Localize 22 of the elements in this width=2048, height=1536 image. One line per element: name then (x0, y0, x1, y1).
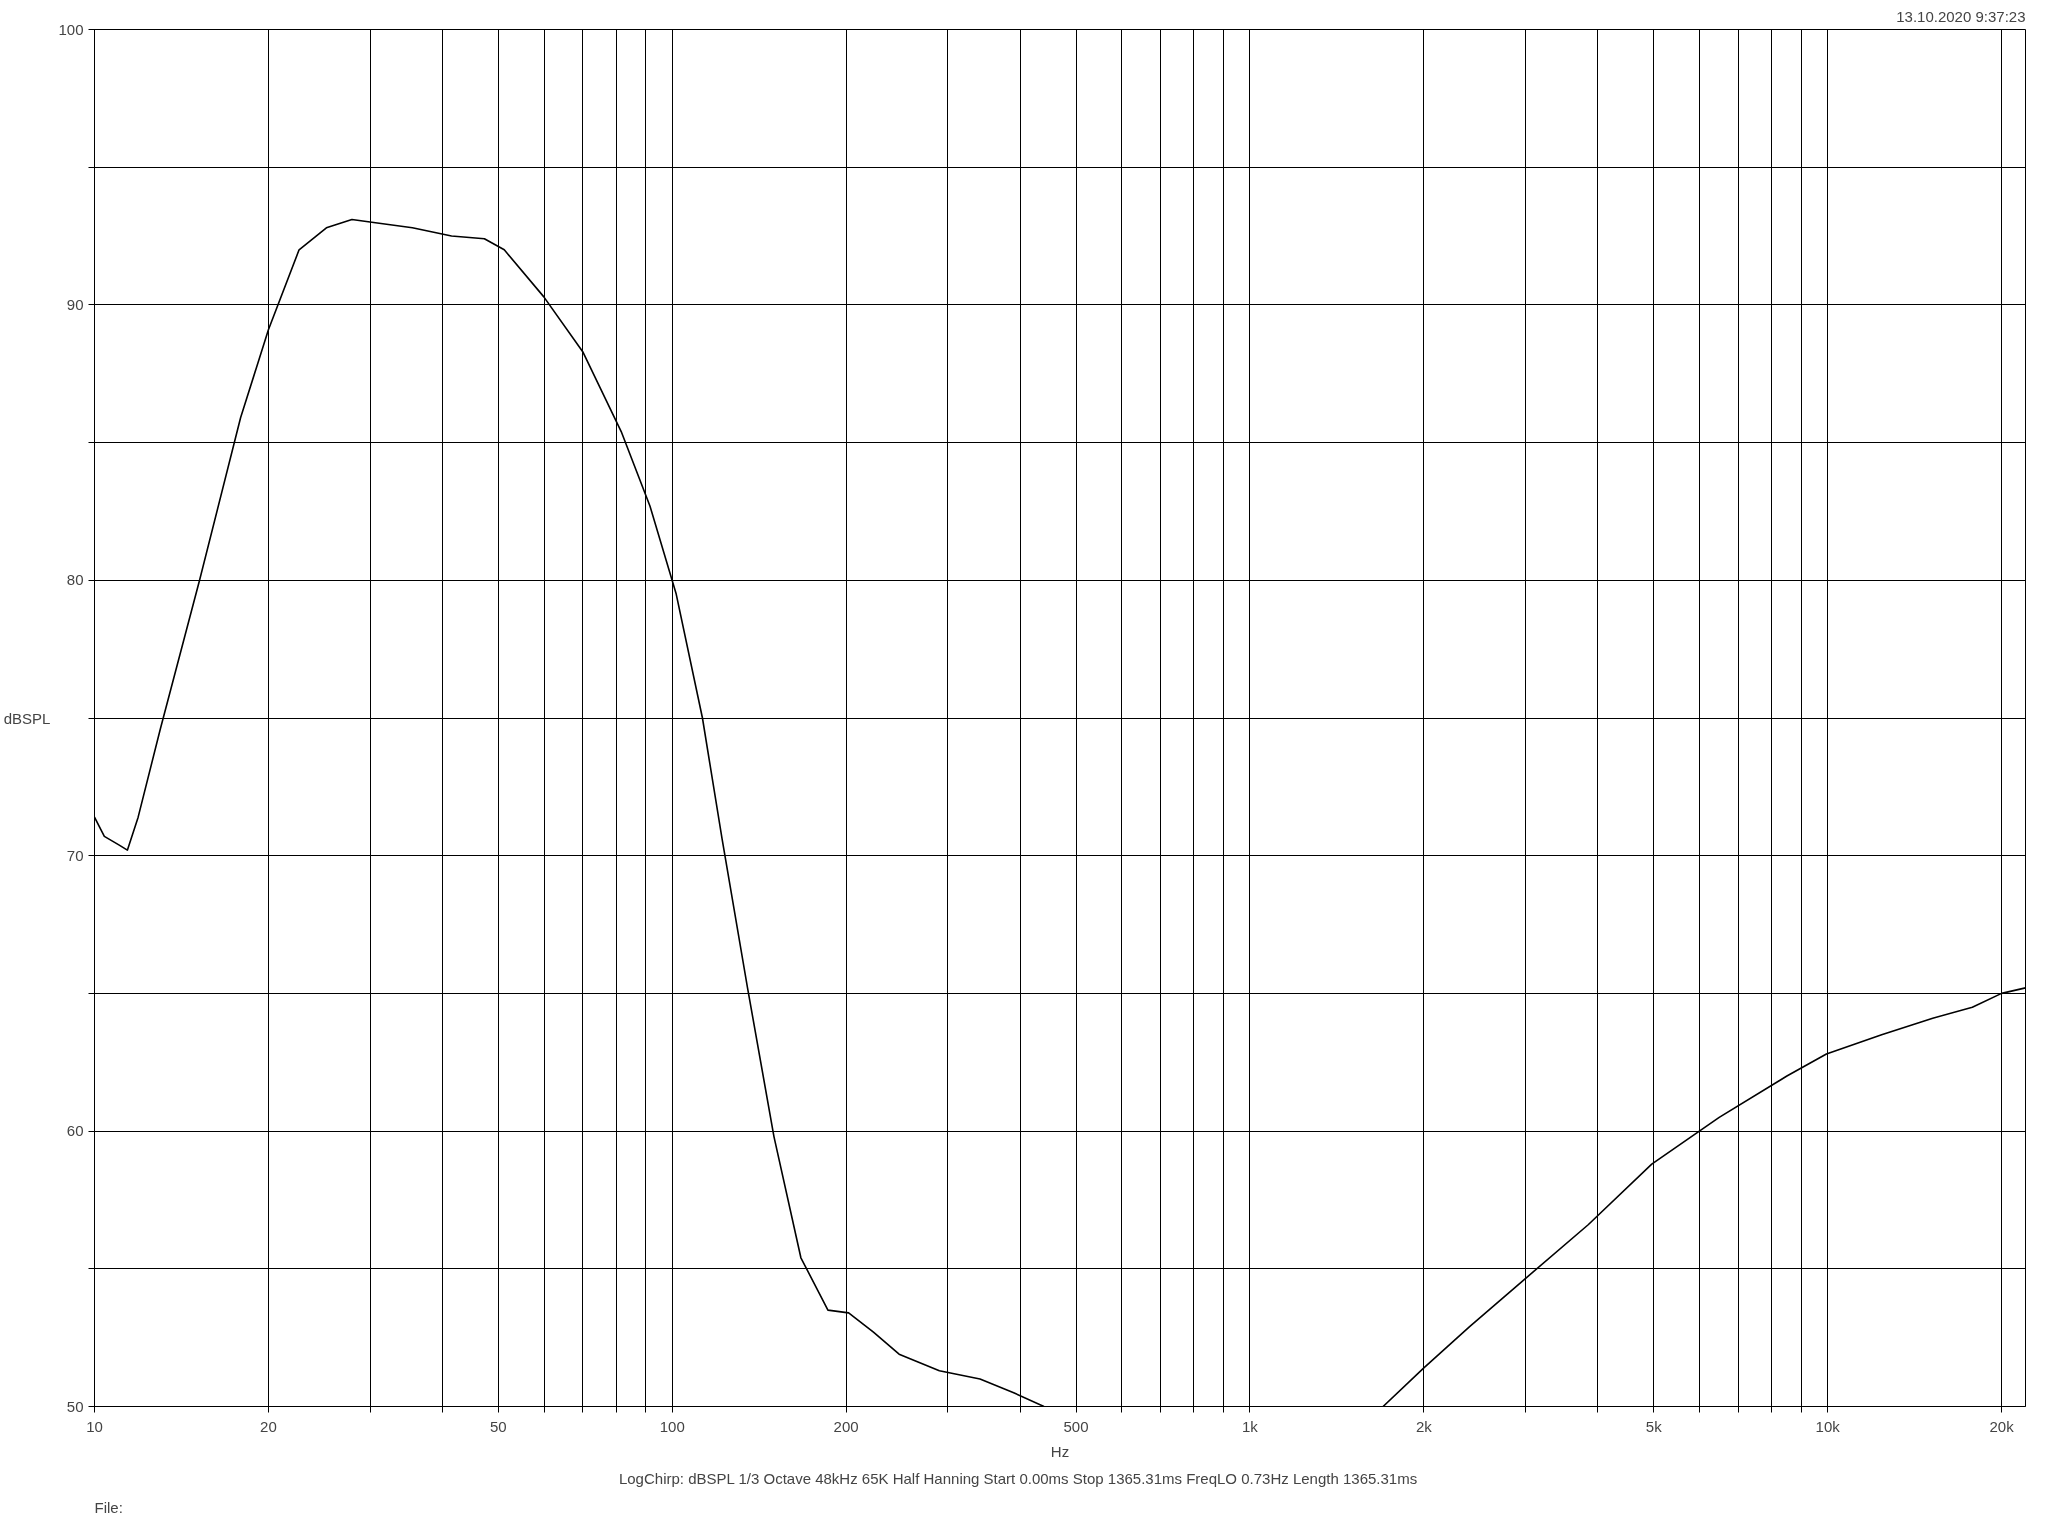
x-tick-label: 2k (1415, 1417, 1433, 1435)
x-tick-label: 10 (86, 1417, 103, 1435)
x-tick-label: 20k (1989, 1417, 2015, 1435)
y-axis-title: dBSPL (3, 709, 51, 727)
x-tick-label: 20 (260, 1417, 277, 1435)
y-tick-label: 80 (66, 571, 84, 589)
x-tick-label: 100 (659, 1417, 685, 1435)
x-tick-label: 50 (489, 1417, 507, 1435)
x-tick-label: 200 (833, 1417, 859, 1435)
x-tick-label: 500 (1063, 1417, 1089, 1435)
x-tick-label: 10k (1815, 1417, 1841, 1435)
y-tick-label: 60 (66, 1122, 84, 1140)
x-axis-title: Hz (1050, 1442, 1070, 1460)
text: File: (94, 1498, 123, 1516)
text: LogChirp: dBSPL 1/3 Octave 48kHz 65K Half Hanning Start 0.00ms Stop 1365.31ms FreqLO 0.73Hz Length 1365.31ms (618, 1469, 1418, 1487)
y-tick-label: 70 (66, 846, 84, 864)
text: 13.10.2020 9:37:23 (1896, 7, 2026, 25)
x-tick-label: 1k (1242, 1417, 1259, 1435)
y-tick-label: 100 (58, 20, 84, 38)
x-tick-label: 5k (1645, 1417, 1663, 1435)
y-tick-label: 90 (66, 295, 84, 313)
y-tick-label: 50 (66, 1397, 84, 1415)
